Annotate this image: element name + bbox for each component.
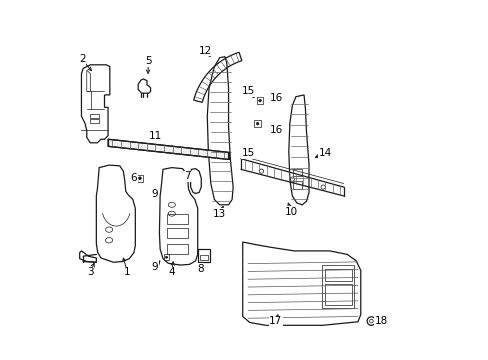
- Circle shape: [258, 99, 261, 102]
- Text: 7: 7: [184, 171, 191, 181]
- Bar: [90, 119, 99, 123]
- Text: 4: 4: [168, 267, 175, 277]
- Text: 17: 17: [268, 316, 282, 326]
- Text: 16: 16: [269, 94, 283, 103]
- Text: 10: 10: [284, 207, 297, 217]
- Text: 12: 12: [199, 46, 212, 56]
- Text: 11: 11: [148, 131, 162, 141]
- Text: 14: 14: [318, 148, 331, 158]
- Text: 6: 6: [130, 173, 137, 183]
- Bar: [90, 114, 99, 118]
- Bar: [256, 98, 263, 104]
- Bar: [200, 255, 208, 260]
- Text: 15: 15: [241, 86, 254, 96]
- Bar: [166, 214, 187, 224]
- Text: 9: 9: [152, 189, 158, 199]
- Bar: [163, 254, 169, 260]
- Text: 13: 13: [213, 209, 226, 219]
- Bar: [325, 284, 351, 305]
- Text: 18: 18: [374, 316, 387, 326]
- Text: 1: 1: [124, 267, 131, 277]
- Bar: [293, 168, 302, 176]
- Circle shape: [153, 194, 156, 197]
- Text: 9: 9: [152, 262, 158, 272]
- Bar: [322, 265, 354, 307]
- Bar: [166, 244, 187, 255]
- Bar: [152, 192, 158, 198]
- Bar: [198, 249, 209, 261]
- Bar: [254, 121, 260, 127]
- Bar: [166, 228, 187, 238]
- Circle shape: [138, 176, 142, 180]
- Text: 5: 5: [144, 56, 151, 66]
- Circle shape: [165, 256, 167, 259]
- Circle shape: [256, 122, 259, 125]
- Text: 8: 8: [197, 264, 203, 274]
- Text: 16: 16: [269, 125, 283, 135]
- Bar: [137, 175, 143, 182]
- Bar: [325, 269, 351, 282]
- Polygon shape: [108, 139, 228, 159]
- Text: 3: 3: [87, 267, 93, 277]
- Text: 15: 15: [241, 148, 254, 158]
- Text: 2: 2: [79, 54, 85, 64]
- Bar: [293, 181, 302, 189]
